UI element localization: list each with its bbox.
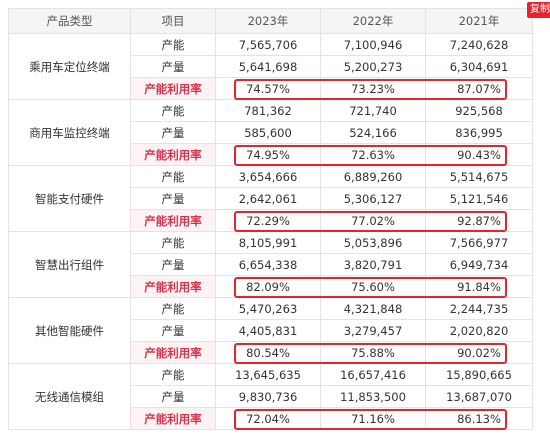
header-cell: 2021年 xyxy=(425,8,533,34)
value-cell: 7,565,706 xyxy=(215,33,321,56)
product-type: 乘用车定位终端 xyxy=(8,33,131,100)
value-cell: 2,642,061 xyxy=(215,187,321,210)
value-cell: 6,654,338 xyxy=(215,253,321,276)
value-cell: 781,362 xyxy=(215,99,321,122)
value-cell: 16,657,416 xyxy=(320,363,426,386)
product-type: 智慧出行组件 xyxy=(8,231,131,298)
value-cell: 4,405,831 xyxy=(215,319,321,342)
value-cell: 9,830,736 xyxy=(215,385,321,408)
value-cell: 6,304,691 xyxy=(425,55,533,78)
product-type: 无线通信模组 xyxy=(8,363,131,430)
value-cell: 6,949,734 xyxy=(425,253,533,276)
item-label: 产能利用率 xyxy=(130,275,216,298)
value-cell: 11,853,500 xyxy=(320,385,426,408)
item-label: 产能 xyxy=(130,165,216,188)
item-label: 产量 xyxy=(130,319,216,342)
item-label: 产能 xyxy=(130,99,216,122)
table-row: 智能支付硬件 产能 3,654,666 6,889,260 5,514,675 xyxy=(8,165,533,232)
table-row: 产量 4,405,831 3,279,457 2,020,820 xyxy=(9,319,533,342)
copy-button[interactable]: 复制 xyxy=(527,2,550,18)
highlight-box xyxy=(233,276,507,298)
value-cell: 74.95% xyxy=(215,143,321,166)
value-cell: 721,740 xyxy=(320,99,426,122)
item-label: 产能 xyxy=(130,363,216,386)
value-cell: 5,306,127 xyxy=(320,187,426,210)
item-label: 产能利用率 xyxy=(130,407,216,430)
highlight-box xyxy=(233,144,507,166)
item-label: 产能 xyxy=(130,231,216,254)
header-row: 产品类型 项目 2023年 2022年 2021年 xyxy=(8,8,533,34)
highlight-box xyxy=(233,408,507,430)
product-type: 智能支付硬件 xyxy=(8,165,131,232)
value-cell: 524,166 xyxy=(320,121,426,144)
value-cell: 13,687,070 xyxy=(425,385,533,408)
value-cell: 925,568 xyxy=(425,99,533,122)
value-cell: 5,053,896 xyxy=(320,231,426,254)
table-row: 产量 6,654,338 3,820,791 6,949,734 xyxy=(9,253,533,276)
value-cell: 3,279,457 xyxy=(320,319,426,342)
value-cell: 836,995 xyxy=(425,121,533,144)
value-cell: 13,645,635 xyxy=(215,363,321,386)
value-cell: 7,100,946 xyxy=(320,33,426,56)
value-cell: 5,641,698 xyxy=(215,55,321,78)
value-cell: 5,200,273 xyxy=(320,55,426,78)
item-label: 产能利用率 xyxy=(130,341,216,364)
value-cell: 15,890,665 xyxy=(425,363,533,386)
value-cell: 5,514,675 xyxy=(425,165,533,188)
table-row: 产量 5,641,698 5,200,273 6,304,691 xyxy=(9,55,533,78)
table-row: 产能利用率 74.95% 72.63% 90.43% xyxy=(9,143,533,166)
product-type: 商用车监控终端 xyxy=(8,99,131,166)
table-row: 商用车监控终端 产能 781,362 721,740 925,568 xyxy=(8,99,533,166)
item-label: 产量 xyxy=(130,121,216,144)
table-row: 智慧出行组件 产能 8,105,991 5,053,896 7,566,977 xyxy=(8,231,533,298)
highlight-box xyxy=(233,210,507,232)
item-label: 产能利用率 xyxy=(130,77,216,100)
value-cell: 2,244,735 xyxy=(425,297,533,320)
item-label: 产能 xyxy=(130,297,216,320)
table-row: 乘用车定位终端 产能 7,565,706 7,100,946 7,240,628 xyxy=(8,33,533,100)
value-cell: 7,566,977 xyxy=(425,231,533,254)
item-label: 产量 xyxy=(130,55,216,78)
table-row: 产量 2,642,061 5,306,127 5,121,546 xyxy=(9,187,533,210)
item-label: 产能 xyxy=(130,33,216,56)
value-cell: 8,105,991 xyxy=(215,231,321,254)
value-cell: 3,654,666 xyxy=(215,165,321,188)
value-cell: 5,121,546 xyxy=(425,187,533,210)
value-cell: 4,321,848 xyxy=(320,297,426,320)
value-cell: 72.29% xyxy=(215,209,321,232)
header-cell: 项目 xyxy=(130,8,216,34)
item-label: 产能利用率 xyxy=(130,143,216,166)
header-cell: 2022年 xyxy=(320,8,426,34)
value-cell: 585,600 xyxy=(215,121,321,144)
item-label: 产量 xyxy=(130,187,216,210)
item-label: 产量 xyxy=(130,385,216,408)
highlight-box xyxy=(233,78,507,100)
value-cell: 7,240,628 xyxy=(425,33,533,56)
item-label: 产量 xyxy=(130,253,216,276)
header-cell: 产品类型 xyxy=(8,8,131,34)
header-cell: 2023年 xyxy=(215,8,321,34)
value-cell: 2,020,820 xyxy=(425,319,533,342)
table-row: 其他智能硬件 产能 5,470,263 4,321,848 2,244,735 xyxy=(8,297,533,364)
table-row: 无线通信模组 产能 13,645,635 16,657,416 15,890,665 xyxy=(8,363,533,430)
value-cell: 3,820,791 xyxy=(320,253,426,276)
product-type: 其他智能硬件 xyxy=(8,297,131,364)
item-label: 产能利用率 xyxy=(130,209,216,232)
highlight-box xyxy=(233,342,507,364)
value-cell: 82.09% xyxy=(215,275,321,298)
value-cell: 6,889,260 xyxy=(320,165,426,188)
value-cell: 5,470,263 xyxy=(215,297,321,320)
